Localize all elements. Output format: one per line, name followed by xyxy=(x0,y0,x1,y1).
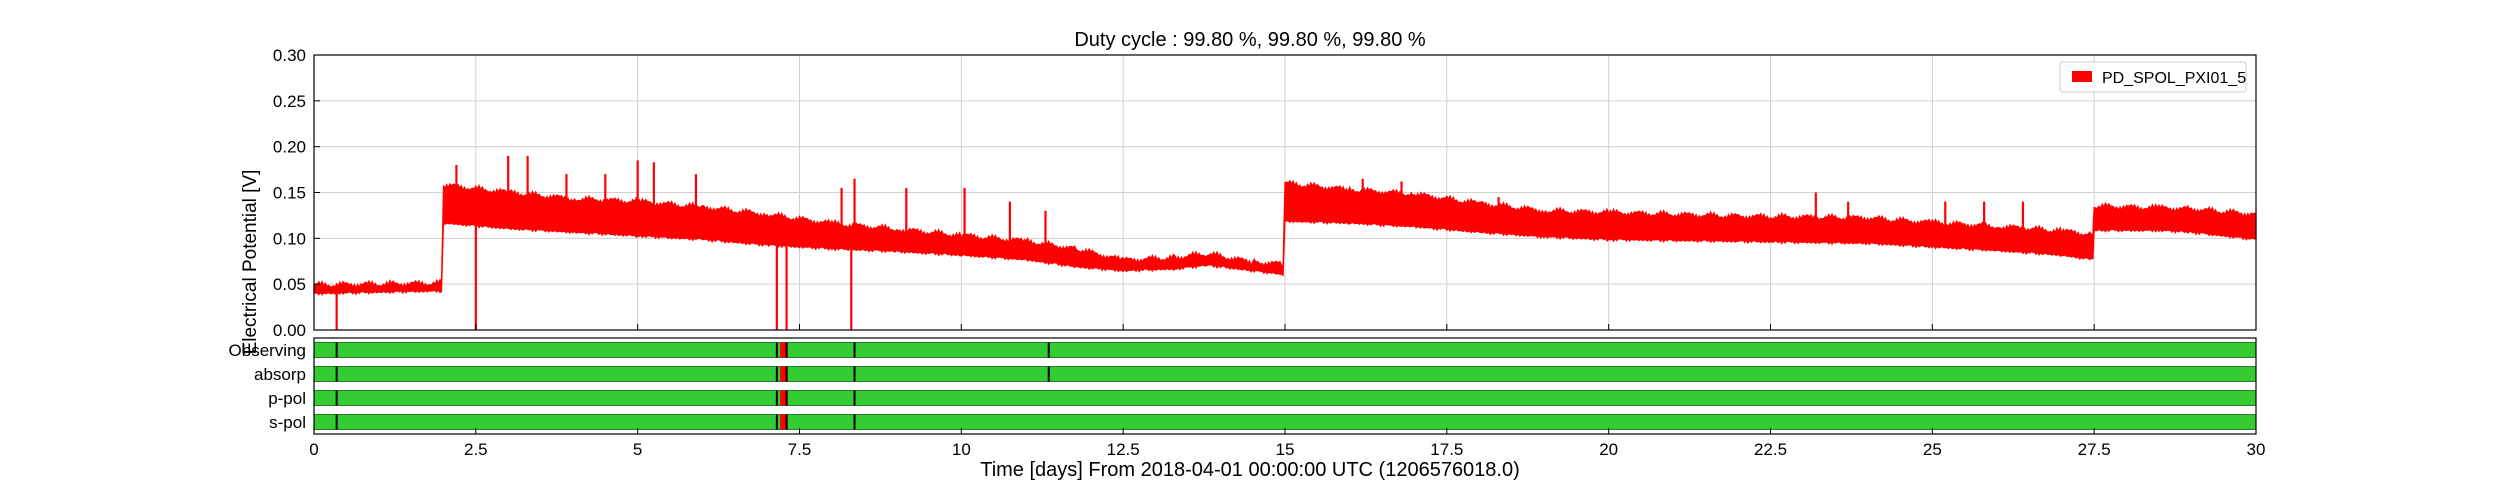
segment-gap-highlight xyxy=(780,366,788,382)
y-tick-label: 0.05 xyxy=(273,275,306,294)
legend-label: PD_SPOL_PXI01_5 xyxy=(2102,70,2246,87)
x-tick-label: 15 xyxy=(1276,440,1295,459)
y-tick-label: 0.10 xyxy=(273,229,306,248)
main-plot-area: 0.00 0.05 0.10 0.15 0.20 0.25 0.30 xyxy=(273,46,2257,340)
segment-label: absorp xyxy=(254,365,306,384)
legend: PD_SPOL_PXI01_5 xyxy=(2059,61,2247,93)
y-tick-label: 0.15 xyxy=(273,184,306,203)
legend-box xyxy=(2059,61,2247,93)
legend-swatch xyxy=(2072,71,2092,82)
segment-bar-absorp xyxy=(313,366,2257,382)
x-tick-label: 10 xyxy=(952,440,971,459)
segment-bar-p-pol xyxy=(313,390,2257,406)
x-tick-label: 12.5 xyxy=(1107,440,1140,459)
y-tick-label: 0.25 xyxy=(273,92,306,111)
x-tick-label: 17.5 xyxy=(1430,440,1463,459)
y-tick-label: 0.00 xyxy=(273,321,306,340)
x-tick-label: 0 xyxy=(309,440,318,459)
segment-gap-highlight xyxy=(780,414,788,430)
y-tick-label: 0.30 xyxy=(273,46,306,65)
segment-label: Observing xyxy=(229,341,306,360)
chart-title: Duty cycle : 99.80 %, 99.80 %, 99.80 % xyxy=(1074,29,1426,51)
segment-gap-highlight xyxy=(780,342,788,358)
x-tick-label: 5 xyxy=(633,440,642,459)
segment-label: s-pol xyxy=(269,413,306,432)
x-tick-label: 2.5 xyxy=(464,440,488,459)
segment-bar-observing xyxy=(313,342,2257,358)
x-axis-label: Time [days] From 2018-04-01 00:00:00 UTC… xyxy=(980,459,1520,481)
y-axis-label: Electrical Potential [V] xyxy=(240,170,261,355)
y-tick-label: 0.20 xyxy=(273,138,306,157)
x-tick-label: 20 xyxy=(1599,440,1618,459)
x-tick-label: 27.5 xyxy=(2078,440,2111,459)
x-tick-label: 7.5 xyxy=(788,440,812,459)
segment-bar-s-pol xyxy=(313,414,2257,430)
x-tick-label: 25 xyxy=(1923,440,1942,459)
segment-label: p-pol xyxy=(268,389,306,408)
x-tick-label: 30 xyxy=(2247,440,2266,459)
segment-gap-highlight xyxy=(780,390,788,406)
x-tick-label: 22.5 xyxy=(1754,440,1787,459)
